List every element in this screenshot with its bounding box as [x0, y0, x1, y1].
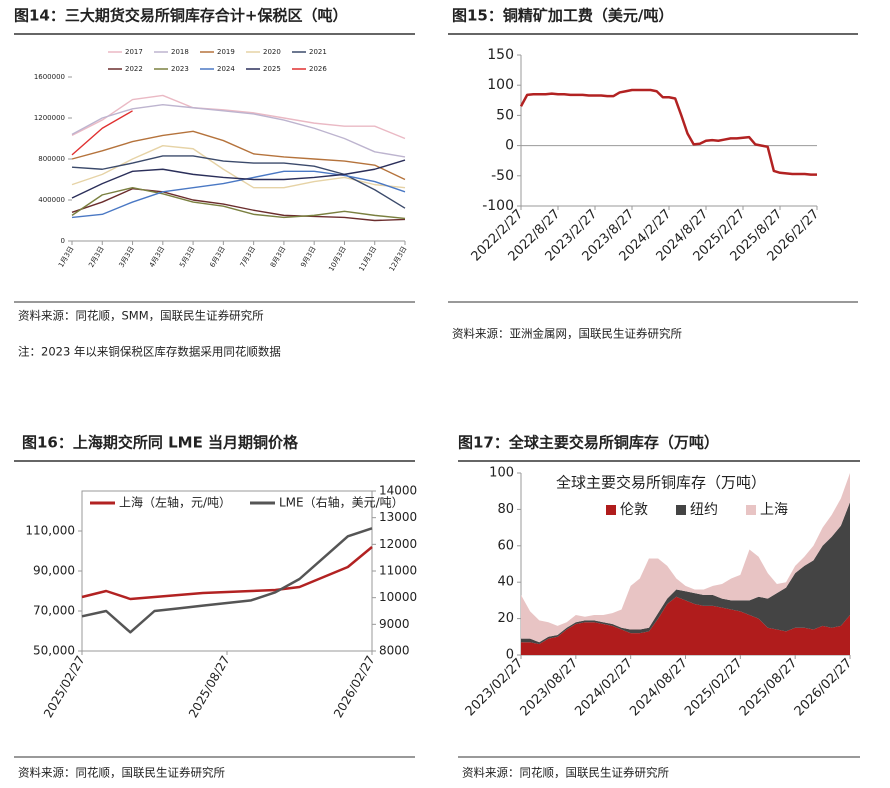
y-tick-label: 110,000: [25, 524, 75, 538]
y-tick-label: 80: [497, 502, 514, 517]
legend-label: 2019: [217, 48, 235, 56]
y-tick-label: 50,000: [33, 644, 75, 658]
y-tick-label: 60: [497, 538, 514, 553]
legend-label: 2021: [309, 48, 327, 56]
x-tick-label: 2025/02/27: [41, 653, 88, 720]
legend-label: 2024: [217, 65, 235, 73]
y-tick-label: -100: [482, 198, 514, 214]
y-tick-label: 90,000: [33, 564, 75, 578]
x-tick-label: 2月3日: [87, 245, 105, 269]
series-line: [519, 88, 817, 176]
x-tick-label: 2023/08/27: [518, 656, 582, 720]
series-line: [81, 527, 373, 634]
legend-label: 2026: [309, 65, 327, 73]
series-line: [71, 130, 406, 181]
note: 注：2023 年以来铜保税区库存数据采用同花顺数据: [18, 345, 281, 359]
y-tick-label: 70,000: [33, 604, 75, 618]
series-line: [71, 94, 406, 140]
series-area: [521, 502, 850, 645]
x-tick-label: 6月3日: [208, 245, 226, 269]
x-tick-label: 2024/08/27: [627, 656, 691, 720]
figure-title: 图17：全球主要交易所铜库存（万吨）: [458, 434, 719, 452]
legend-label: 2025: [263, 65, 281, 73]
x-tick-label: 7月3日: [239, 245, 257, 269]
figure-title: 图15：铜精矿加工费（美元/吨）: [452, 7, 673, 25]
source: 资料来源：亚洲金属网，国联民生证券研究所: [452, 327, 682, 341]
x-tick-label: 1月3日: [57, 245, 75, 269]
series-line: [71, 170, 406, 219]
x-tick-label: 2025/08/27: [737, 656, 801, 720]
series-line: [71, 144, 406, 189]
y2-tick-label: 11000: [379, 564, 417, 578]
figure-title: 图16：上海期交所同 LME 当月期铜价格: [22, 434, 299, 452]
legend-label: 纽约: [690, 502, 718, 518]
x-tick-label: 2026/02/27: [331, 653, 378, 720]
source: 资料来源：同花顺，国联民生证券研究所: [462, 766, 669, 780]
series-line: [71, 188, 406, 222]
x-tick-label: 5月3日: [178, 245, 196, 269]
y2-tick-label: 10000: [379, 590, 417, 604]
x-tick-label: 2025/08/27: [186, 653, 233, 720]
legend-label: LME（右轴，美元/吨）: [279, 495, 404, 510]
plot-title: 全球主要交易所铜库存（万吨）: [556, 474, 766, 492]
x-tick-label: 3月3日: [118, 245, 136, 269]
series-area: [521, 596, 850, 655]
x-tick-label: 9月3日: [299, 245, 317, 269]
y-tick-label: 0: [505, 138, 514, 154]
x-tick-label: 2023/02/27: [463, 656, 527, 720]
y-tick-label: 1200000: [34, 114, 65, 122]
legend-label: 上海（左轴，元/吨）: [119, 495, 231, 510]
y-tick-label: -50: [491, 168, 514, 184]
legend-label: 2023: [171, 65, 189, 73]
series-line: [71, 159, 406, 199]
legend-label: 2018: [171, 48, 189, 56]
y2-tick-label: 8000: [379, 644, 410, 658]
y-tick-label: 800000: [38, 155, 65, 163]
legend-label: 2020: [263, 48, 281, 56]
y2-tick-label: 14000: [379, 484, 417, 498]
y-tick-label: 40: [497, 575, 514, 590]
y2-tick-label: 9000: [379, 617, 410, 631]
y-tick-label: 1600000: [34, 73, 65, 81]
source: 资料来源：同花顺，SMM，国联民生证券研究所: [18, 309, 264, 323]
x-tick-label: 10月3日: [327, 245, 348, 273]
legend-label: 2022: [125, 65, 143, 73]
y2-tick-label: 13000: [379, 510, 417, 524]
figure-title: 图14：三大期货交易所铜库存合计+保税区（吨）: [14, 7, 347, 25]
x-tick-label: 2026/02/27: [792, 656, 856, 720]
y-tick-label: 0: [61, 237, 65, 245]
legend-swatch: [676, 505, 686, 515]
y-tick-label: 100: [489, 466, 514, 481]
x-tick-label: 2024/02/27: [572, 656, 636, 720]
legend-swatch: [606, 505, 616, 515]
legend-label: 伦敦: [620, 502, 648, 518]
y-tick-label: 100: [487, 77, 514, 93]
y-tick-label: 20: [497, 611, 514, 626]
y-tick-label: 400000: [38, 196, 65, 204]
x-tick-label: 4月3日: [148, 245, 166, 269]
series-line: [71, 187, 406, 220]
y-tick-label: 150: [487, 47, 514, 63]
y2-tick-label: 12000: [379, 537, 417, 551]
x-tick-label: 2025/02/27: [682, 656, 746, 720]
y-tick-label: 0: [506, 648, 514, 663]
y-tick-label: 50: [496, 107, 514, 123]
x-tick-label: 11月3日: [358, 245, 379, 273]
series-line: [71, 110, 133, 156]
x-tick-label: 8月3日: [269, 245, 287, 269]
source: 资料来源：同花顺，国联民生证券研究所: [18, 766, 225, 780]
legend-label: 2017: [125, 48, 143, 56]
series-area: [521, 473, 850, 643]
series-line: [81, 546, 373, 601]
legend-label: 上海: [760, 502, 788, 518]
series-line: [71, 103, 406, 158]
legend-swatch: [746, 505, 756, 515]
x-tick-label: 12月3日: [388, 245, 409, 273]
